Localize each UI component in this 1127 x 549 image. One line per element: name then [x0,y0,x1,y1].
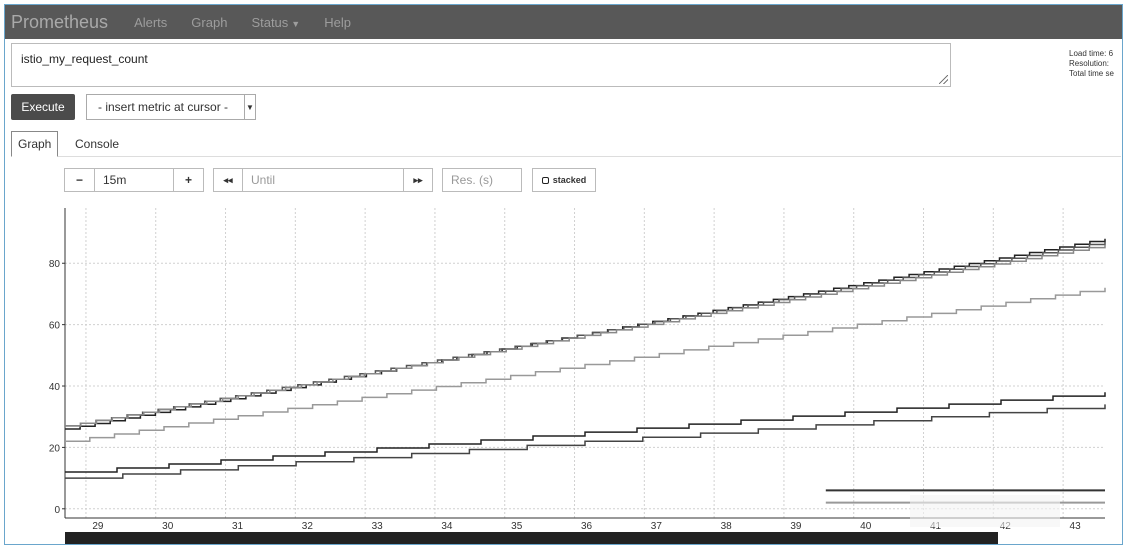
y-tick-label: 40 [49,382,61,393]
forward-button[interactable]: ▸▸ [403,168,433,192]
x-tick-label: 34 [441,521,453,530]
resolution-input[interactable]: Res. (s) [442,168,522,192]
checkbox-icon [541,176,549,184]
x-tick-label: 32 [302,521,314,530]
query-stats: Load time: 6 Resolution: Total time se [1069,49,1114,79]
x-tick-label: 31 [232,521,244,530]
insert-metric-select[interactable]: - insert metric at cursor - ▼ [86,94,256,120]
x-tick-label: 40 [860,521,872,530]
execute-button[interactable]: Execute [11,94,75,120]
legend-bar [65,532,998,544]
tab-console[interactable]: Console [75,137,120,151]
tab-bar: Graph Console [11,131,1121,157]
expression-input[interactable]: istio_my_request_count [11,43,951,87]
resize-grip-icon[interactable] [939,75,948,84]
caret-down-icon: ▼ [291,18,301,29]
x-tick-label: 39 [790,521,802,530]
navbar: Prometheus Alerts Graph Status ▼ Help [5,5,1122,39]
brand-link[interactable]: Prometheus [11,11,109,32]
y-tick-label: 20 [49,443,61,454]
axes [62,208,1105,519]
tick-labels: 293031323334353637383940414243020406080 [49,259,1081,530]
series-line-3 [65,244,1106,427]
load-time: Load time: 6 [1069,49,1114,58]
series-lines [65,238,1106,504]
x-tick-label: 36 [581,521,593,530]
y-tick-label: 60 [49,321,61,332]
x-tick-label: 30 [162,521,174,530]
x-tick-label: 29 [92,521,104,530]
total-time: Total time se [1069,69,1114,78]
range-input[interactable]: 15m [94,168,174,192]
y-tick-label: 0 [54,505,60,516]
series-line-5 [65,392,1106,473]
series-line-6 [65,404,1106,479]
stacked-toggle-button[interactable]: stacked [532,168,596,192]
rewind-button[interactable]: ◂◂ [213,168,243,192]
expression-text: istio_my_request_count [21,52,148,66]
tab-graph[interactable]: Graph [11,131,59,157]
graph-plot[interactable]: 293031323334353637383940414243020406080 [5,200,1115,530]
nav-graph[interactable]: Graph [191,14,228,30]
x-tick-label: 43 [1070,521,1082,530]
nav-status-label: Status [251,14,289,30]
x-tick-label: 33 [372,521,384,530]
resolution: Resolution: [1069,59,1110,68]
y-tick-label: 80 [49,259,61,270]
series-line-4 [65,287,1106,443]
x-tick-label: 35 [511,521,523,530]
x-tick-label: 38 [721,521,733,530]
nav-alerts[interactable]: Alerts [134,14,168,30]
legend-area [910,495,1060,527]
insert-metric-label: - insert metric at cursor - [98,100,229,114]
stacked-label: stacked [552,175,587,185]
prometheus-window: Prometheus Alerts Graph Status ▼ Help ist… [4,4,1123,545]
grid-lines [65,208,1105,518]
nav-help[interactable]: Help [324,14,351,30]
nav-status[interactable]: Status ▼ [251,15,300,30]
dropdown-arrow-icon: ▼ [244,95,255,119]
x-tick-label: 37 [651,521,663,530]
range-plus-button[interactable]: + [173,168,204,192]
range-minus-button[interactable]: − [64,168,95,192]
until-input[interactable]: Until [242,168,404,192]
